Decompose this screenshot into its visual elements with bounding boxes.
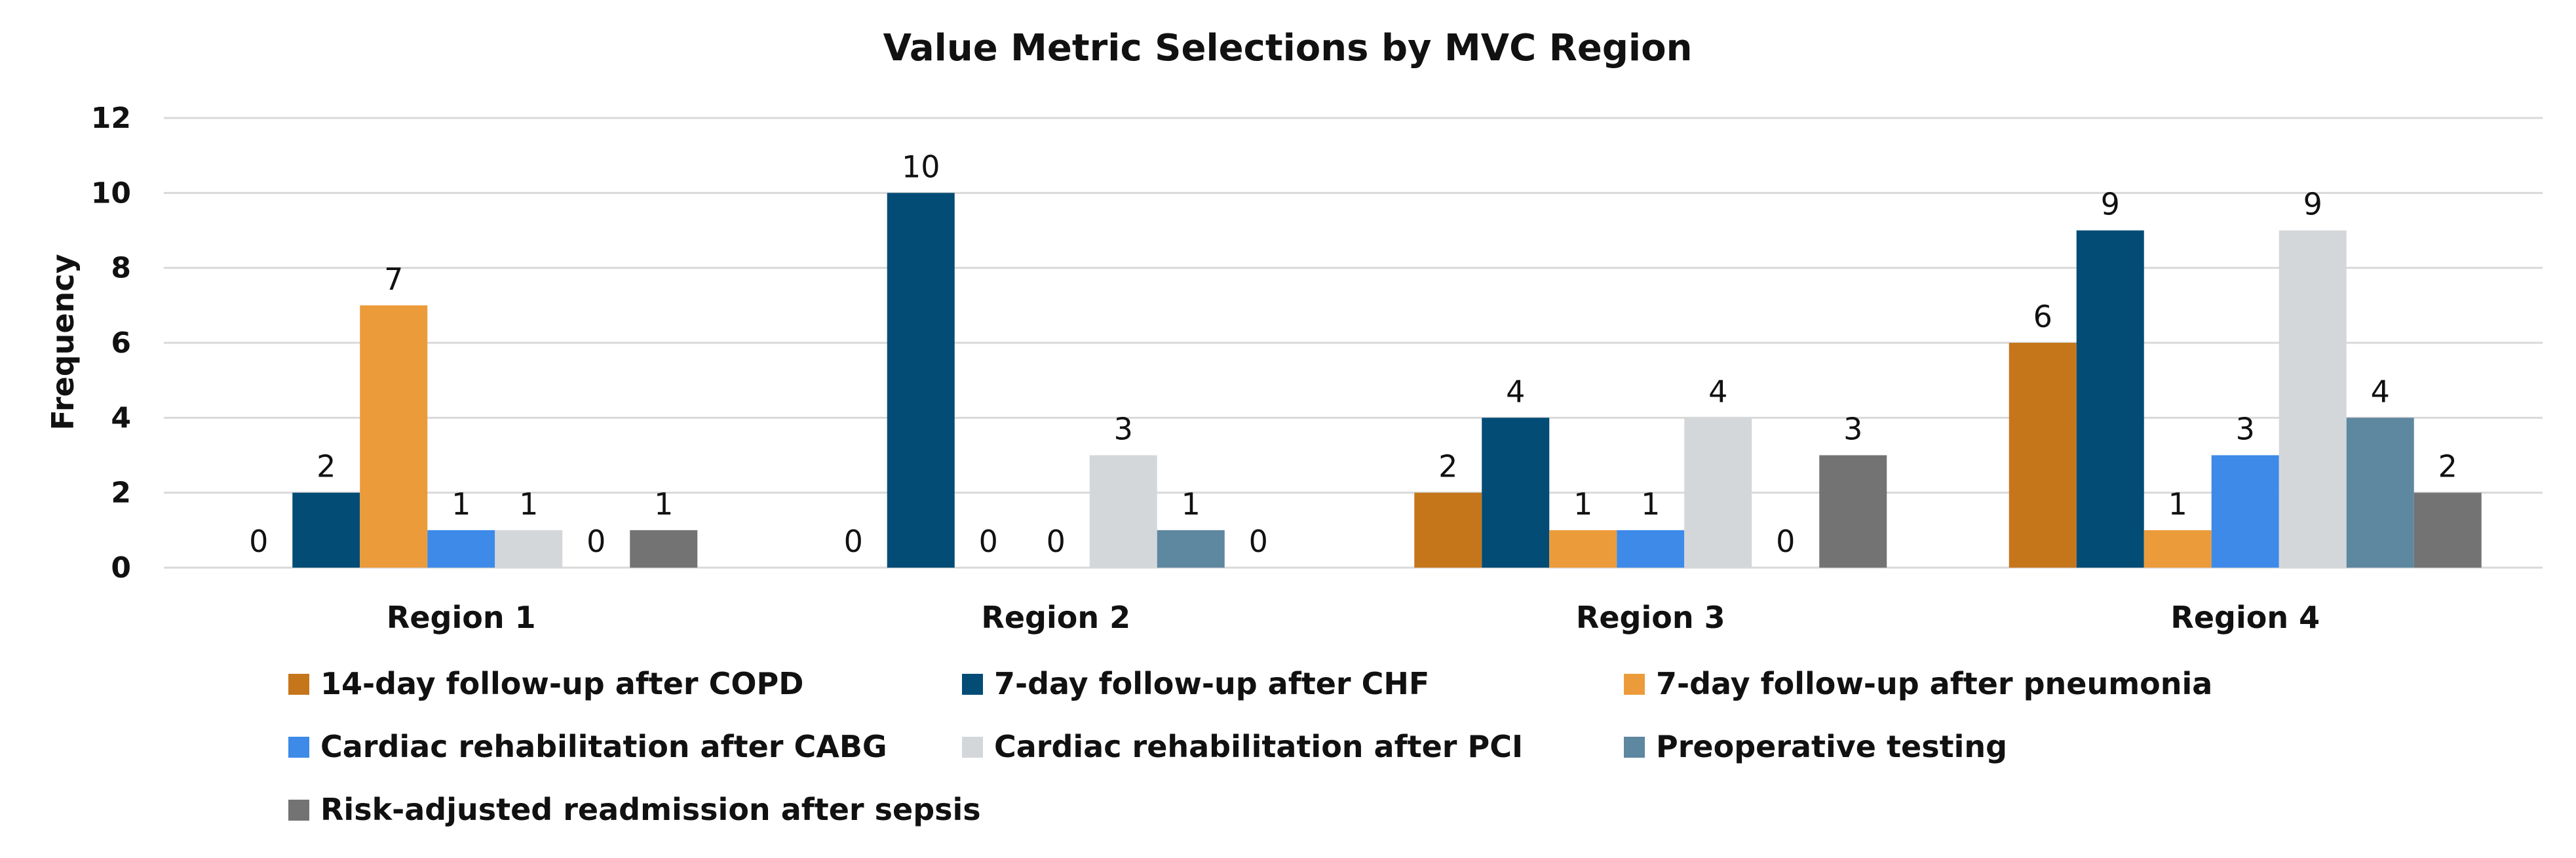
bar xyxy=(1157,530,1225,568)
y-tick-label: 0 xyxy=(111,551,131,585)
data-label: 9 xyxy=(2101,187,2120,222)
bar xyxy=(2211,455,2279,568)
bar xyxy=(887,193,955,568)
data-label: 1 xyxy=(2168,486,2187,522)
legend-label: 7-day follow-up after CHF xyxy=(994,666,1429,701)
data-label: 9 xyxy=(2303,187,2322,222)
data-label: 7 xyxy=(384,262,403,297)
legend-swatch xyxy=(288,674,309,695)
legend-label: Preoperative testing xyxy=(1656,729,2007,764)
data-label: 0 xyxy=(586,524,606,559)
data-label: 3 xyxy=(1114,412,1133,447)
data-label: 4 xyxy=(1506,374,1525,409)
data-label: 0 xyxy=(1776,524,1795,559)
y-tick-label: 12 xyxy=(91,102,131,135)
legend-label: Cardiac rehabilitation after PCI xyxy=(994,729,1523,764)
bar xyxy=(1482,418,1550,568)
legend-label: Risk-adjusted readmission after sepsis xyxy=(320,792,981,827)
x-category-label: Region 2 xyxy=(981,600,1130,635)
data-label: 0 xyxy=(249,524,268,559)
bar xyxy=(630,530,698,568)
chart-title: Value Metric Selections by MVC Region xyxy=(883,27,1693,69)
y-axis-ticks: 0 2 4 6 8 10 12 xyxy=(91,102,131,585)
bar xyxy=(1819,455,1887,568)
x-axis-categories: Region 1 Region 2 Region 3 Region 4 xyxy=(387,600,2320,635)
data-label: 1 xyxy=(1641,486,1660,522)
data-label: 2 xyxy=(1438,449,1457,484)
y-axis-label: Frequency xyxy=(45,254,81,430)
bar xyxy=(2076,230,2144,568)
bar xyxy=(360,305,428,568)
data-label: 0 xyxy=(1249,524,1268,559)
bar xyxy=(2413,492,2482,568)
data-label: 2 xyxy=(2438,449,2457,484)
legend-swatch xyxy=(962,737,983,758)
y-tick-label: 10 xyxy=(91,176,131,210)
bar xyxy=(1089,455,1157,568)
bars xyxy=(292,193,2482,568)
x-category-label: Region 4 xyxy=(2170,600,2320,635)
bar xyxy=(1684,418,1752,568)
legend-label: Cardiac rehabilitation after CABG xyxy=(320,729,887,764)
bar xyxy=(2346,418,2414,568)
data-label: 0 xyxy=(844,524,863,559)
gridlines xyxy=(164,117,2543,569)
bar xyxy=(1617,530,1685,568)
y-tick-label: 6 xyxy=(111,326,131,360)
x-category-label: Region 3 xyxy=(1576,600,1725,635)
y-tick-label: 2 xyxy=(111,477,131,510)
bar xyxy=(495,530,563,568)
legend-label: 7-day follow-up after pneumonia xyxy=(1656,666,2212,701)
legend-swatch xyxy=(1624,674,1645,695)
bar xyxy=(427,530,495,568)
data-label: 4 xyxy=(2371,374,2390,409)
data-label: 0 xyxy=(979,524,998,559)
bar xyxy=(1414,492,1482,568)
legend-swatch xyxy=(1624,737,1645,758)
y-tick-label: 4 xyxy=(111,401,131,435)
data-label: 1 xyxy=(519,486,538,522)
legend-swatch xyxy=(962,674,983,695)
data-label: 3 xyxy=(2236,412,2255,447)
legend-label: 14-day follow-up after COPD xyxy=(320,666,803,701)
data-label: 10 xyxy=(902,149,940,184)
bar xyxy=(292,492,360,568)
bar xyxy=(2009,343,2077,568)
x-category-label: Region 1 xyxy=(387,600,536,635)
data-label: 4 xyxy=(1708,374,1727,409)
data-label: 3 xyxy=(1843,412,1862,447)
y-tick-label: 8 xyxy=(111,252,131,285)
legend-swatch xyxy=(288,737,309,758)
legend: 14-day follow-up after COPD 7-day follow-… xyxy=(288,666,2212,827)
data-label: 1 xyxy=(654,486,673,522)
bar xyxy=(1549,530,1617,568)
data-label: 1 xyxy=(452,486,471,522)
data-label: 6 xyxy=(2033,299,2052,334)
data-label: 0 xyxy=(1047,524,1066,559)
legend-swatch xyxy=(288,800,309,821)
data-label: 2 xyxy=(317,449,336,484)
data-label: 1 xyxy=(1182,486,1201,522)
bar xyxy=(2278,230,2347,568)
data-label: 1 xyxy=(1573,486,1592,522)
bar xyxy=(2143,530,2212,568)
